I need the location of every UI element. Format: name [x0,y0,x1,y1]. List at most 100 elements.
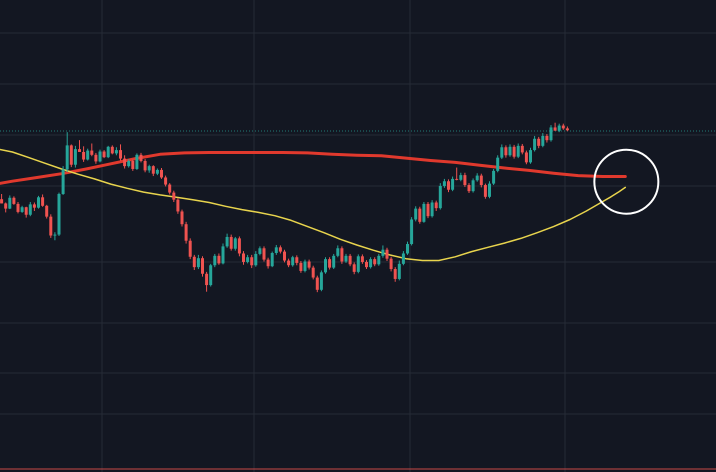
candle-body [369,259,373,268]
candle-body [529,150,532,163]
candle [311,265,315,280]
candle-body [73,149,77,165]
candle-body [447,181,450,190]
candle-body [82,151,86,160]
candle [520,143,524,155]
candle [336,245,340,258]
candle [516,143,520,159]
candle [49,214,53,238]
candle-body [131,160,135,169]
candle-body [65,145,69,170]
candle-body [229,236,233,249]
candle-body [278,247,282,252]
candle-body [385,249,389,259]
candle [524,150,528,165]
candle-body [283,251,286,261]
candle [73,145,77,168]
moving-average-fast-line [0,148,627,262]
candle [82,146,86,162]
candle [201,256,204,277]
candle [561,123,565,130]
candle [549,125,553,142]
candle [102,150,106,159]
candle-body [168,184,172,193]
candle [406,241,409,255]
candle [369,257,373,269]
candle-body [53,234,57,236]
candle [16,202,20,214]
candle-body [172,192,176,200]
candle-body [348,255,352,265]
candle-body [205,273,209,286]
candle [356,254,360,274]
candle [315,275,319,293]
candle [180,209,184,227]
candle [254,251,258,267]
candle-body [32,204,36,208]
candle [475,173,479,182]
candle-body [274,247,278,253]
candle-body [463,175,467,186]
candle [131,159,135,171]
candle-body [377,255,381,265]
candle-body [430,202,434,217]
candle [565,126,569,132]
candle-body [217,255,221,264]
candle [295,255,299,266]
candle-body [340,248,344,262]
candle [283,249,286,263]
candle [143,159,147,173]
candle [188,238,192,260]
candle-body [24,207,28,215]
candle-body [119,150,122,159]
candle-body [512,146,516,157]
candle [205,271,209,292]
candle-body [553,127,557,131]
candle [479,173,483,188]
candle [258,246,262,256]
candle [447,179,450,193]
candle-body [102,151,106,158]
candle-body [537,138,541,146]
candle-body [315,277,319,290]
candle [389,256,393,272]
candle [155,168,159,176]
candle [299,261,303,273]
candle-body [410,219,414,245]
candle-body [475,175,479,181]
candle [381,245,385,258]
candle-body [110,146,114,154]
candle-body [37,197,40,208]
candle-body [508,146,512,156]
candle-body [442,181,446,186]
candle-body [303,261,307,271]
candle-body [196,258,200,268]
candle-body [438,185,442,209]
candle-body [12,197,16,204]
candle [508,144,512,157]
candle [291,255,295,267]
candle [176,198,180,214]
candle-body [262,248,266,260]
candle [418,206,422,224]
candle-body [381,249,385,256]
candle [332,253,336,270]
candle-body [201,258,204,274]
candle-body [414,208,418,220]
candle [221,243,225,265]
candle [160,168,163,179]
candle-body [533,138,537,151]
candle [233,236,237,251]
candle [483,183,487,199]
candle-body [184,224,188,241]
candle [110,145,114,155]
candle [78,140,81,152]
candle [463,172,467,187]
candle-body [139,154,143,161]
candle [451,176,455,192]
candle [365,260,368,270]
candle-body [496,157,500,171]
candle [496,155,500,173]
candle-body [188,240,192,257]
